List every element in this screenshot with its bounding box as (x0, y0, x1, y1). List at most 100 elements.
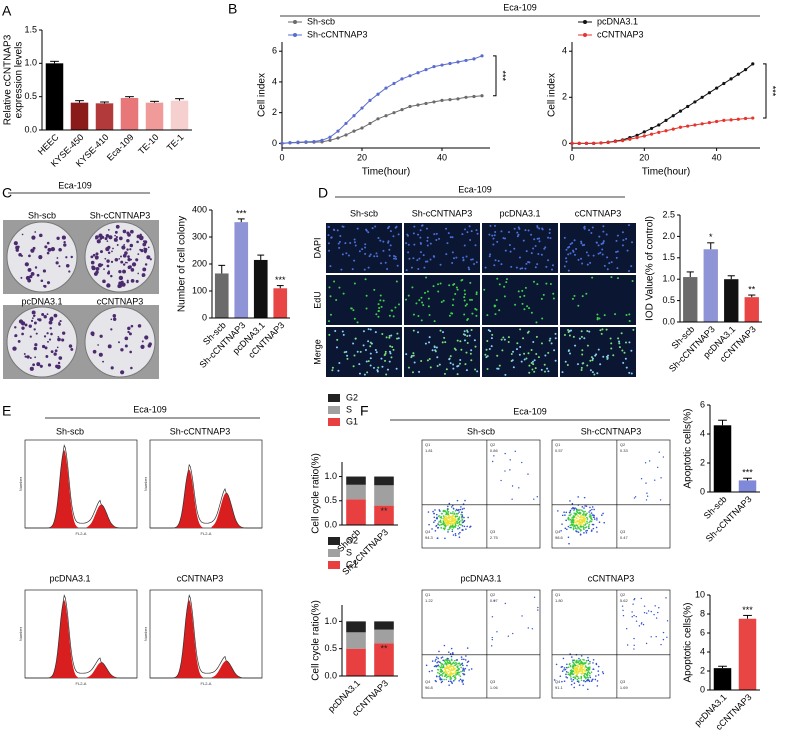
event (583, 532, 585, 534)
colony (20, 276, 23, 279)
cell-nucleus (491, 234, 494, 237)
hist-xlabel: FL2-A (201, 681, 212, 686)
event (446, 523, 449, 525)
cell-nucleus (603, 264, 606, 267)
cell-nucleus (342, 225, 345, 228)
cell-nucleus (463, 289, 466, 292)
bar (724, 279, 739, 322)
event (567, 516, 570, 519)
cell-nucleus (528, 364, 531, 367)
event (646, 492, 648, 494)
event (576, 672, 578, 675)
event (584, 521, 586, 524)
cell-nucleus (567, 246, 570, 249)
colony (114, 234, 116, 237)
colony (137, 253, 140, 256)
cell-nucleus (510, 353, 513, 356)
y-tick-label: 2 (700, 457, 705, 467)
event (569, 500, 571, 502)
event (454, 510, 457, 512)
significance-bracket (493, 55, 497, 97)
event (440, 657, 443, 659)
cell-nucleus (476, 370, 479, 373)
cell-nucleus (591, 359, 594, 362)
y-tick-label: 1.0 (662, 274, 675, 284)
point (400, 107, 404, 112)
event (444, 667, 447, 670)
event (493, 455, 495, 457)
g1-peak (25, 450, 79, 528)
event (447, 666, 450, 669)
event (459, 531, 461, 534)
event (564, 668, 567, 671)
cell-nucleus (500, 338, 503, 341)
event (445, 678, 448, 681)
cell-nucleus (537, 252, 540, 255)
event (447, 516, 450, 518)
event (578, 662, 581, 665)
event (462, 667, 464, 670)
cell-nucleus (589, 261, 592, 264)
cell-nucleus (581, 295, 584, 298)
cell-nucleus (406, 234, 409, 237)
point (621, 139, 625, 143)
event (461, 529, 464, 531)
colony (144, 335, 149, 340)
cell-nucleus (567, 328, 570, 331)
point (472, 57, 476, 61)
event (581, 506, 584, 508)
group-title: Eca-109 (513, 406, 547, 416)
cell-nucleus (418, 370, 421, 373)
event (574, 672, 576, 675)
cell-nucleus (618, 342, 621, 345)
event (570, 676, 572, 678)
cell-nucleus (513, 227, 516, 230)
event (447, 513, 450, 516)
event (452, 511, 454, 513)
cell-nucleus (527, 229, 530, 232)
event (435, 656, 438, 659)
y-axis-label: Number of cell colony (177, 216, 188, 312)
y-tick-label: 2.5 (662, 209, 675, 219)
event (436, 661, 438, 664)
event (573, 662, 575, 664)
colony (95, 267, 100, 271)
event (587, 525, 590, 528)
cell-nucleus (464, 228, 467, 231)
event (450, 663, 453, 666)
colony (99, 250, 103, 254)
cell-nucleus (531, 360, 534, 363)
cell-nucleus (426, 239, 429, 242)
event (572, 515, 575, 517)
event (593, 518, 596, 520)
colony (98, 352, 103, 357)
event (465, 528, 467, 530)
colony (30, 272, 35, 276)
cell-nucleus (630, 349, 633, 352)
event (448, 528, 451, 530)
colony (65, 256, 68, 259)
colony (56, 346, 59, 349)
legend-swatch (328, 561, 340, 569)
event (567, 536, 570, 539)
micrograph (326, 275, 402, 325)
cell-nucleus (417, 233, 420, 236)
cell-nucleus (426, 359, 429, 362)
event (654, 479, 656, 481)
cell-nucleus (463, 330, 466, 333)
cell-nucleus (389, 345, 392, 348)
colony (61, 338, 65, 342)
colony (21, 332, 24, 336)
colony (128, 265, 132, 269)
colony (36, 362, 41, 367)
event (440, 526, 442, 529)
colony (107, 270, 110, 273)
cell-nucleus (350, 307, 353, 310)
event (575, 668, 577, 670)
event (451, 673, 454, 675)
event (444, 671, 447, 673)
cell-nucleus (331, 366, 334, 369)
cell-nucleus (452, 257, 455, 260)
cell-nucleus (435, 346, 438, 349)
colony (126, 239, 130, 243)
